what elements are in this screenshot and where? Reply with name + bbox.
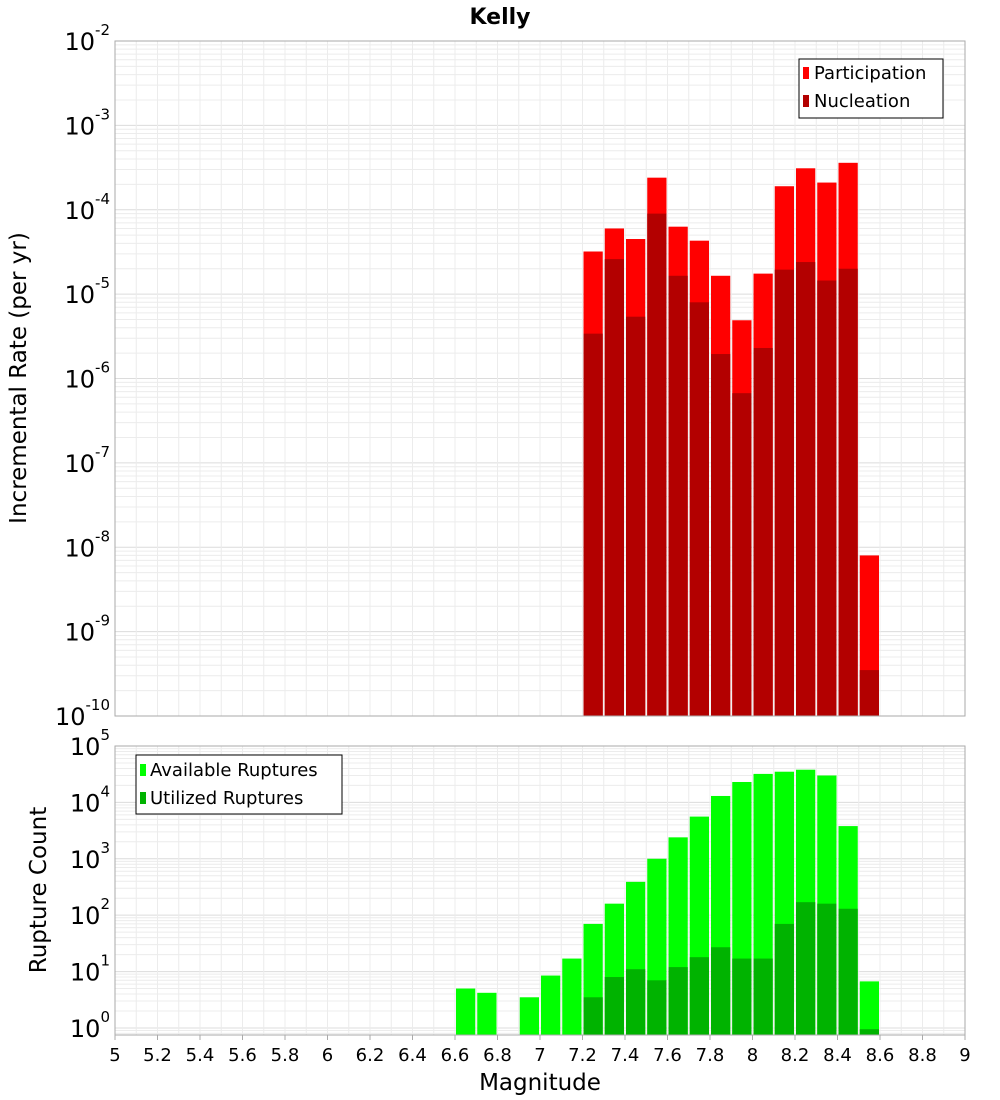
bar-nucleation (817, 280, 837, 716)
bar-utilized-ruptures (711, 947, 731, 1035)
legend-label-available: Available Ruptures (150, 760, 318, 781)
x-tick-label: 6.8 (483, 1045, 512, 1066)
x-tick-label: 8 (747, 1045, 758, 1066)
bar-available-ruptures (519, 997, 539, 1035)
bar-utilized-ruptures (732, 958, 752, 1035)
top-y-ticks: 10-10 10-9 10-8 10-7 10-6 10-5 10-4 10-3 10-2 (55, 21, 110, 731)
bar-nucleation (689, 302, 709, 716)
bar-nucleation (668, 275, 688, 716)
bar-utilized-ruptures (626, 969, 646, 1035)
y-tick-label: 104 (70, 782, 110, 817)
y-tick-label: 101 (70, 952, 110, 987)
x-tick-label: 7.2 (568, 1045, 597, 1066)
top-legend-box (798, 58, 944, 119)
legend-swatch-available (140, 764, 146, 776)
bar-utilized-ruptures (604, 977, 624, 1035)
bar-utilized-ruptures (817, 903, 837, 1035)
bar-nucleation (711, 354, 731, 716)
x-ticks: 5 5.2 5.4 5.6 5.8 6 6.2 6.4 6.6 6.8 7 7.2 7.4 7.6 7.8 8… (109, 1035, 971, 1066)
y-tick-label: 105 (70, 726, 110, 761)
x-tick-label: 7 (534, 1045, 545, 1066)
bar-utilized-ruptures (796, 902, 816, 1035)
bar-available-ruptures (562, 958, 582, 1035)
bar-nucleation (796, 262, 816, 716)
bar-utilized-ruptures (753, 958, 773, 1035)
x-tick-label: 5 (109, 1045, 120, 1066)
x-tick-label: 6.6 (441, 1045, 470, 1066)
bar-nucleation (626, 316, 646, 716)
x-tick-label: 7.8 (696, 1045, 725, 1066)
x-tick-label: 6.4 (398, 1045, 427, 1066)
y-tick-label: 103 (70, 839, 110, 874)
bar-nucleation (753, 347, 773, 716)
x-tick-label: 8.6 (866, 1045, 895, 1066)
y-tick-label: 100 (70, 1008, 110, 1043)
bottom-legend: Available Ruptures Utilized Ruptures (135, 754, 343, 815)
legend-swatch-nucleation (803, 95, 809, 107)
bar-nucleation (604, 259, 624, 716)
bar-nucleation (583, 333, 603, 716)
x-tick-label: 5.6 (228, 1045, 257, 1066)
y-tick-label: 10-3 (64, 105, 110, 140)
top-legend: Participation Nucleation (798, 58, 944, 119)
bar-utilized-ruptures (647, 980, 667, 1035)
bar-utilized-ruptures (838, 908, 858, 1035)
bottom-y-ticks: 100 101 102 103 104 105 (70, 726, 110, 1043)
bar-nucleation (838, 268, 858, 716)
x-tick-label: 5.4 (186, 1045, 215, 1066)
x-tick-label: 5.8 (271, 1045, 300, 1066)
bottom-legend-box (135, 754, 343, 815)
y-tick-label: 10-6 (64, 359, 110, 394)
bar-available-ruptures (477, 992, 497, 1035)
y-tick-label: 10-2 (64, 21, 110, 56)
y-tick-label: 10-7 (64, 443, 110, 478)
x-tick-label: 8.4 (823, 1045, 852, 1066)
bar-nucleation (859, 670, 879, 716)
y-tick-label: 10-4 (64, 190, 110, 225)
top-plot-border (114, 40, 966, 717)
bar-nucleation (732, 393, 752, 716)
top-bars (583, 162, 879, 717)
bar-utilized-ruptures (689, 957, 709, 1035)
bar-utilized-ruptures (774, 923, 794, 1035)
bar-utilized-ruptures (859, 1029, 879, 1035)
top-grid (114, 41, 966, 717)
bar-utilized-ruptures (583, 997, 603, 1035)
x-tick-label: 8.8 (908, 1045, 937, 1066)
bottom-bars (456, 769, 879, 1035)
x-tick-label: 7.4 (611, 1045, 640, 1066)
bar-available-ruptures (859, 981, 879, 1035)
x-tick-label: 9 (959, 1045, 970, 1066)
y-tick-label: 10-9 (64, 612, 110, 647)
top-y-axis-label: Incremental Rate (per yr) (6, 232, 32, 524)
x-tick-label: 6 (322, 1045, 333, 1066)
bar-nucleation (647, 213, 667, 717)
legend-label-utilized: Utilized Ruptures (150, 788, 303, 809)
bar-utilized-ruptures (668, 967, 688, 1035)
legend-swatch-utilized (140, 792, 146, 804)
x-tick-label: 8.2 (781, 1045, 810, 1066)
legend-swatch-participation (803, 67, 809, 79)
bar-nucleation (774, 269, 794, 716)
y-tick-label: 10-5 (64, 274, 110, 309)
bottom-y-axis-label: Rupture Count (26, 807, 52, 973)
bar-available-ruptures (541, 975, 561, 1035)
y-tick-label: 102 (70, 895, 110, 930)
x-axis-label: Magnitude (479, 1070, 601, 1096)
bar-available-ruptures (456, 988, 476, 1035)
y-tick-label: 10-8 (64, 527, 110, 562)
y-tick-label: 10-10 (55, 696, 110, 731)
legend-label-participation: Participation (814, 63, 926, 84)
x-tick-label: 6.2 (356, 1045, 385, 1066)
x-tick-label: 7.6 (653, 1045, 682, 1066)
x-tick-label: 5.2 (143, 1045, 172, 1066)
chart-title: Kelly (469, 5, 530, 30)
legend-label-nucleation: Nucleation (814, 91, 910, 112)
